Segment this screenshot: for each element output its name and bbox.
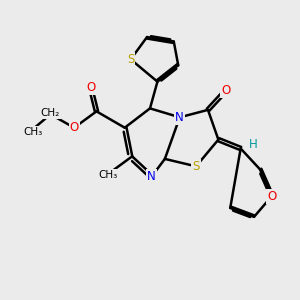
Text: O: O	[221, 84, 230, 97]
Text: O: O	[70, 121, 79, 134]
Text: S: S	[192, 160, 200, 173]
Text: N: N	[175, 111, 184, 124]
Text: CH₃: CH₃	[99, 170, 118, 180]
Text: CH₂: CH₂	[41, 108, 60, 118]
Text: S: S	[127, 53, 134, 66]
Text: N: N	[147, 170, 156, 183]
Text: CH₃: CH₃	[23, 127, 42, 137]
Text: O: O	[267, 190, 277, 202]
Text: O: O	[86, 81, 95, 94]
Text: H: H	[249, 138, 257, 152]
